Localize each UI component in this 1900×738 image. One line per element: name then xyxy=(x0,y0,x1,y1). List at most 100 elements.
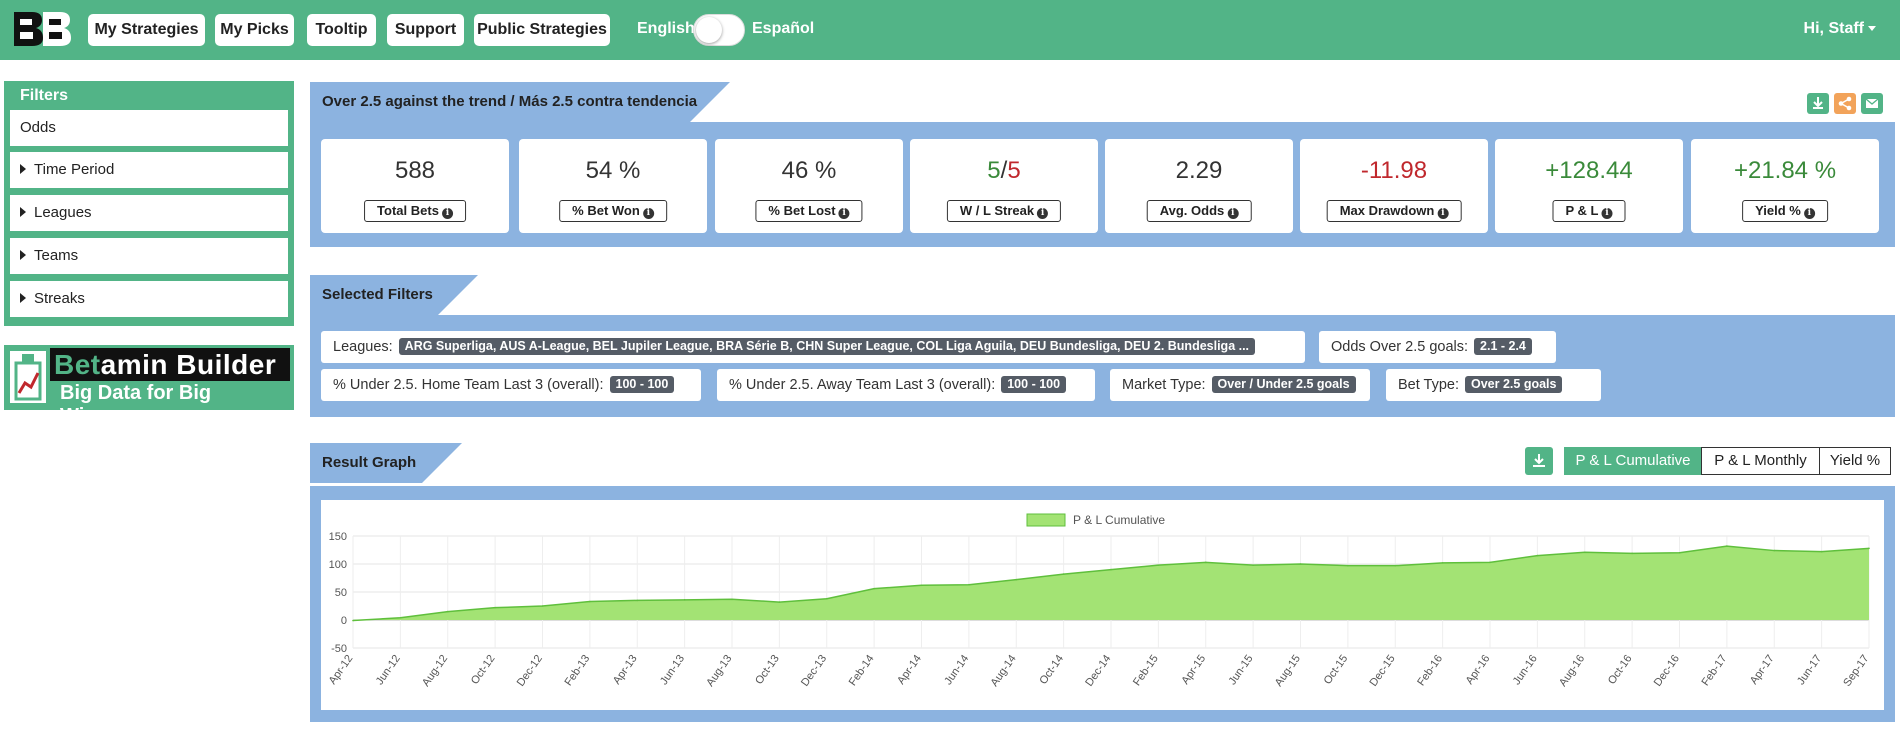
stat-label[interactable]: Max Drawdown i xyxy=(1326,200,1462,222)
filter-odds[interactable]: Odds xyxy=(10,110,288,146)
data-point xyxy=(589,600,591,603)
caret-right-icon xyxy=(20,250,26,260)
x-tick-label: Sep-17 xyxy=(1841,653,1871,689)
stat-label-text: % Bet Lost xyxy=(768,203,836,218)
stat-label[interactable]: % Bet Lost i xyxy=(755,200,863,222)
tooltip-button[interactable]: Tooltip xyxy=(307,14,376,46)
stat-label-text: P & L xyxy=(1565,203,1599,218)
download-button[interactable] xyxy=(1807,93,1829,114)
x-tick-label: Jun-17 xyxy=(1795,653,1824,687)
info-icon: i xyxy=(1037,208,1049,219)
x-tick-label: Apr-12 xyxy=(327,653,356,687)
stat-label[interactable]: Avg. Odds i xyxy=(1146,200,1252,222)
filter-label: Odds xyxy=(20,119,56,136)
stat-label-text: % Bet Won xyxy=(572,203,640,218)
data-point xyxy=(1583,551,1586,554)
banner-subtitle: Big Data for Big Winners xyxy=(60,382,212,427)
chip-value: 100 - 100 xyxy=(609,376,675,393)
betamin-builder-banner[interactable]: Betamin Builder Big Data for Big Winners xyxy=(4,345,294,427)
logo-icon[interactable] xyxy=(12,10,72,48)
tab-notch xyxy=(422,443,462,483)
my-picks-button[interactable]: My Picks xyxy=(215,14,294,46)
stat-label[interactable]: % Bet Won i xyxy=(559,200,667,222)
tab-yield[interactable]: Yield % xyxy=(1819,447,1891,475)
y-tick-label: 0 xyxy=(341,615,347,627)
x-tick-label: Feb-14 xyxy=(847,653,877,688)
tab-pl-cumulative[interactable]: P & L Cumulative xyxy=(1564,447,1702,475)
stat-label-text: Max Drawdown xyxy=(1339,203,1435,218)
public-strategies-button[interactable]: Public Strategies xyxy=(474,14,610,46)
data-point xyxy=(873,587,875,590)
y-tick-label: 150 xyxy=(329,531,347,543)
stat-label[interactable]: Yield % i xyxy=(1742,200,1828,222)
x-tick-label: Oct-16 xyxy=(1606,653,1635,687)
filter-teams[interactable]: Teams xyxy=(10,238,288,274)
chip-value: 100 - 100 xyxy=(1001,376,1067,393)
x-tick-label: Jun-15 xyxy=(1226,653,1255,687)
tab-bg xyxy=(310,82,690,122)
chip-label: Leagues: xyxy=(333,339,393,355)
data-point xyxy=(1489,561,1491,564)
x-tick-label: Aug-15 xyxy=(1273,653,1303,689)
tab-pl-monthly[interactable]: P & L Monthly xyxy=(1701,447,1820,475)
stat-wl-streak: 5/5 W / L Streak i xyxy=(910,139,1098,233)
area-fill xyxy=(353,546,1869,621)
mail-button[interactable] xyxy=(1861,93,1883,114)
filter-label: Leagues xyxy=(34,204,92,221)
mail-icon xyxy=(1865,98,1879,108)
stat-max-drawdown: -11.98 Max Drawdown i xyxy=(1300,139,1488,233)
data-point xyxy=(1868,547,1870,550)
info-icon: i xyxy=(642,208,654,219)
filter-chip-leagues: Leagues: ARG Superliga, AUS A-League, BEL… xyxy=(321,331,1305,363)
chip-label: % Under 2.5. Home Team Last 3 (overall): xyxy=(333,377,604,393)
caret-down-icon xyxy=(1868,26,1876,32)
support-button[interactable]: Support xyxy=(387,14,464,46)
toggle-knob xyxy=(696,17,722,43)
data-point xyxy=(636,599,639,602)
stat-bet-won: 54 % % Bet Won i xyxy=(519,139,707,233)
filter-leagues[interactable]: Leagues xyxy=(10,195,288,231)
user-menu-label: Hi, Staff xyxy=(1803,20,1864,37)
stat-label[interactable]: Total Bets i xyxy=(364,200,466,222)
tab-notch xyxy=(438,275,478,315)
stat-value: 54 % xyxy=(585,157,641,184)
stat-label-text: Yield % xyxy=(1755,203,1801,218)
chip-label: Market Type: xyxy=(1122,377,1206,393)
chart-container: 150 100 50 0 -50 Apr-12 Jun-12 Aug-12 Oct-12 Dec-… xyxy=(321,500,1884,710)
stat-value: 46 % xyxy=(781,157,837,184)
language-toggle[interactable] xyxy=(693,14,745,46)
data-point xyxy=(494,606,496,609)
download-icon xyxy=(1533,454,1545,467)
my-strategies-button[interactable]: My Strategies xyxy=(88,14,205,46)
filters-panel: Filters Odds Time Period Leagues Teams S… xyxy=(4,81,294,326)
caret-right-icon xyxy=(20,207,26,217)
data-point xyxy=(920,584,923,587)
filters-title: Filters xyxy=(20,87,69,104)
info-icon: i xyxy=(1437,208,1449,219)
stat-value: 588 xyxy=(394,157,436,184)
share-button[interactable] xyxy=(1834,93,1856,114)
chip-value: ARG Superliga, AUS A-League, BEL Jupiler… xyxy=(398,338,1256,355)
data-point xyxy=(1299,563,1302,565)
data-point xyxy=(1347,564,1349,567)
filter-chip-away-under: % Under 2.5. Away Team Last 3 (overall):… xyxy=(717,369,1095,401)
graph-download-button[interactable] xyxy=(1525,447,1553,475)
data-point xyxy=(1394,564,1397,567)
stat-label[interactable]: W / L Streak i xyxy=(946,200,1062,222)
stat-value: -11.98 xyxy=(1360,157,1428,184)
x-tick-label: Oct-13 xyxy=(753,653,782,687)
streak-won: 5 xyxy=(987,157,1001,184)
x-tick-label: Jun-12 xyxy=(374,653,403,687)
data-point xyxy=(778,601,781,603)
filter-time-period[interactable]: Time Period xyxy=(10,152,288,188)
user-menu[interactable]: Hi, Staff xyxy=(1804,20,1876,38)
download-icon xyxy=(1813,97,1823,109)
x-tick-label: Feb-13 xyxy=(563,653,593,688)
info-icon: i xyxy=(441,208,453,219)
data-point xyxy=(1157,564,1160,566)
filter-streaks[interactable]: Streaks xyxy=(10,281,288,317)
data-point xyxy=(1252,564,1254,566)
tab-bg xyxy=(310,443,422,483)
